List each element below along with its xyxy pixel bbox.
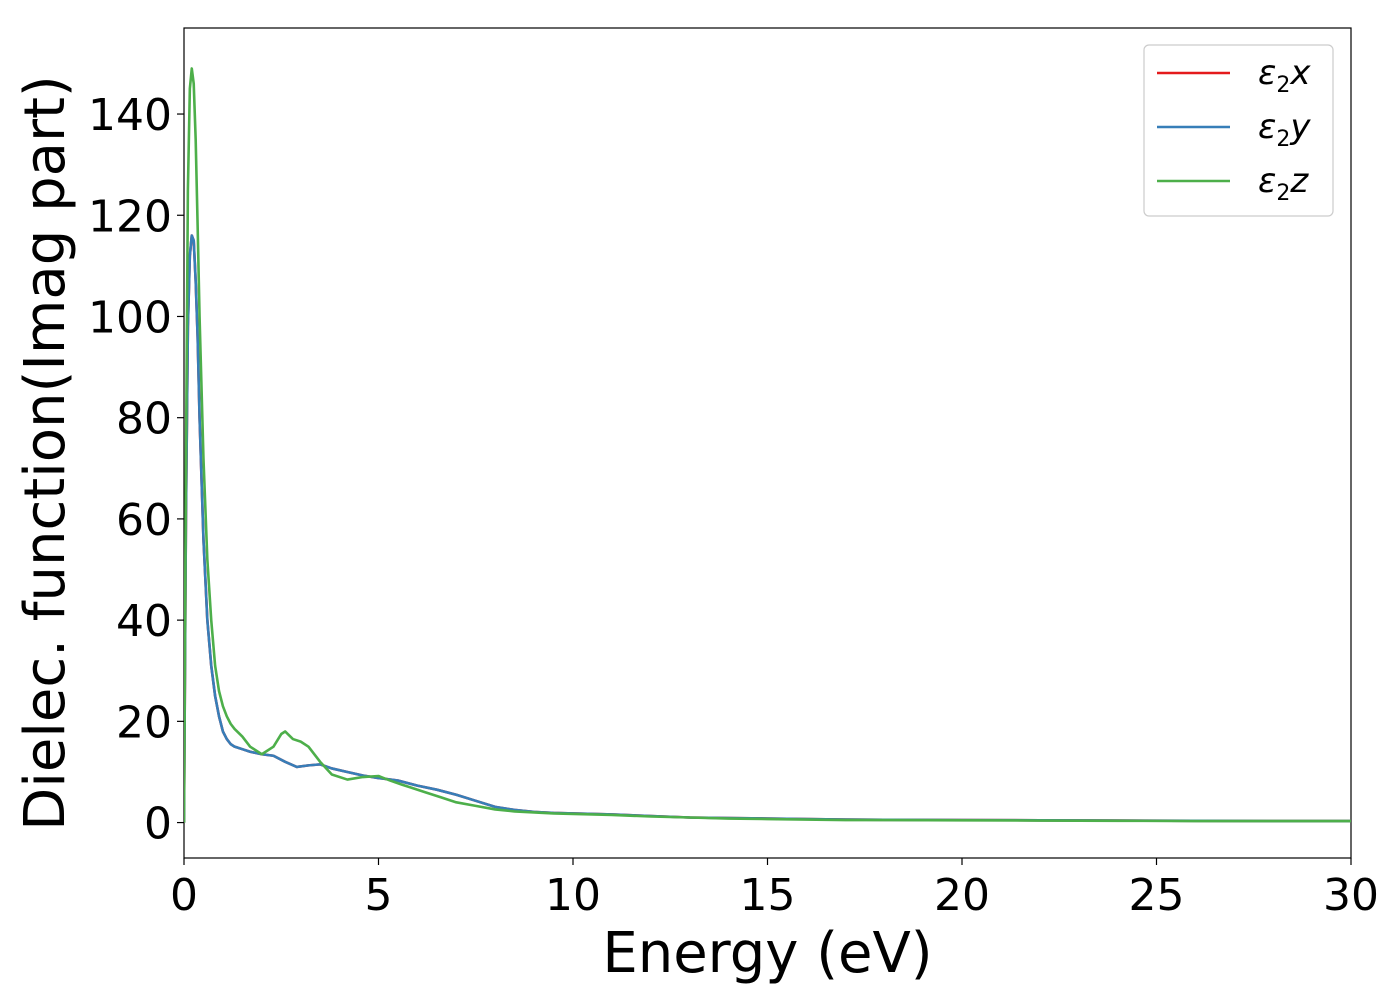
x-tick-label: 30 [1323,870,1379,921]
x-tick-label: 15 [740,870,796,921]
y-tick-label: 80 [116,394,172,445]
y-tick-label: 20 [116,697,172,748]
series-layer [184,67,1351,823]
legend-box [1143,44,1334,217]
y-axis-ticks: 0 20 40 60 80 100 120 140 [88,90,184,850]
y-tick-label: 100 [88,292,172,343]
x-tick-label: 20 [934,870,990,921]
x-axis-title: Energy (eV) [602,921,932,986]
y-axis-title: Dielec. function(Imag part) [13,75,78,831]
x-tick-label: 25 [1129,870,1185,921]
x-axis-ticks: 0 5 10 15 20 25 30 [170,858,1379,921]
series-line-z [184,67,1351,823]
x-tick-label: 0 [170,870,198,921]
y-tick-label: 140 [88,90,172,141]
legend-label-z: ε2z [1258,161,1309,206]
series-line-y [184,234,1351,823]
x-tick-label: 5 [365,870,393,921]
legend-label-x: ε2x [1258,53,1311,98]
series-line-x [184,234,1351,823]
y-tick-label: 40 [116,596,172,647]
x-tick-label: 10 [545,870,601,921]
legend: ε2x ε2y ε2z [1143,44,1334,217]
y-tick-label: 120 [88,191,172,242]
y-tick-label: 60 [116,495,172,546]
y-tick-label: 0 [144,799,172,850]
legend-label-y: ε2y [1258,107,1311,152]
